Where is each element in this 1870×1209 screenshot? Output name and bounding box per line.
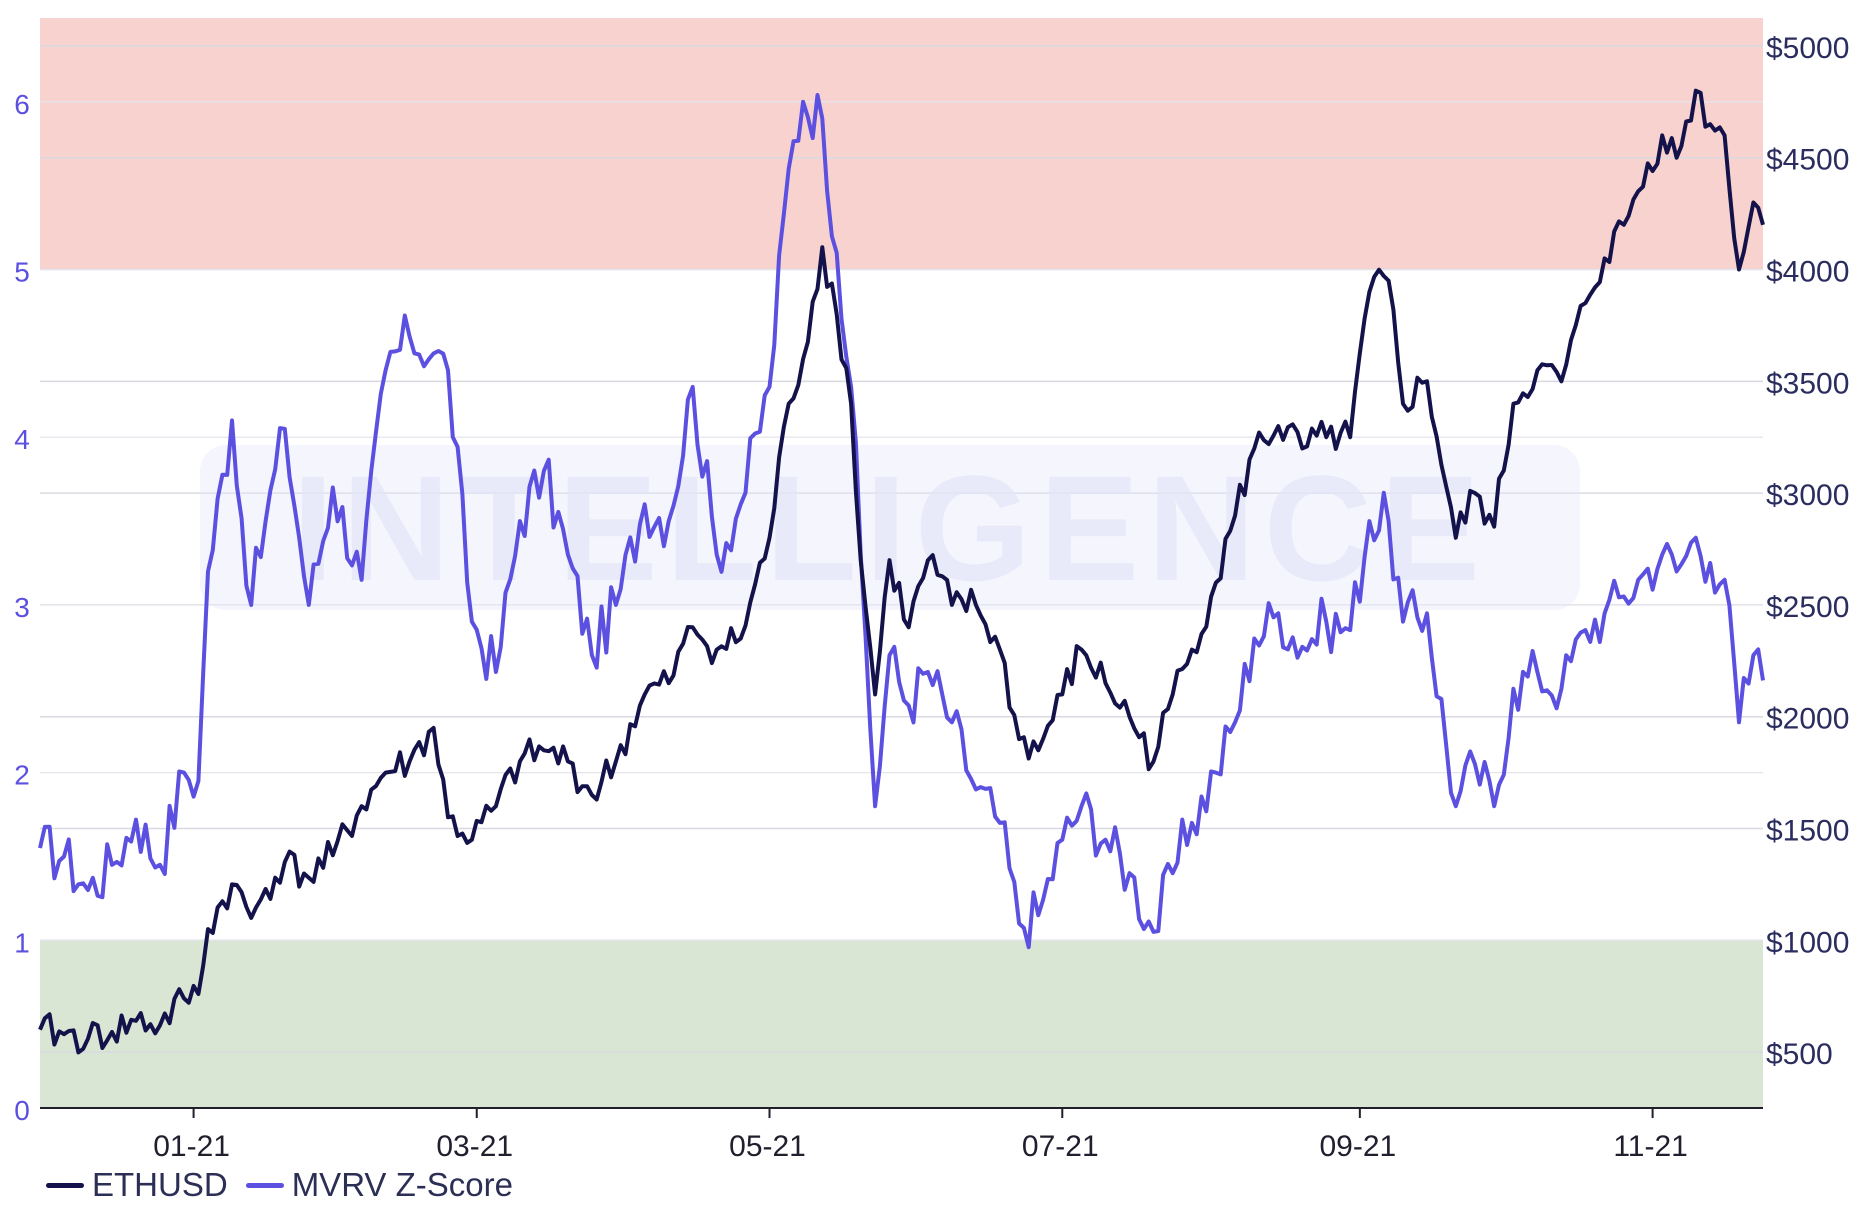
x-tick-label-03-21: 03-21 [436, 1130, 513, 1163]
zone-undervalued [40, 940, 1763, 1108]
x-tick-label-05-21: 05-21 [729, 1130, 806, 1163]
right-tick-label-2500: $2500 [1766, 591, 1849, 624]
legend: ETHUSD MVRV Z-Score [46, 1166, 531, 1204]
right-tick-label-500: $500 [1766, 1038, 1833, 1071]
x-tick-label-07-21: 07-21 [1022, 1130, 1099, 1163]
right-tick-label-3500: $3500 [1766, 367, 1849, 400]
left-tick-label-3: 3 [14, 592, 30, 623]
legend-label-ethusd: ETHUSD [92, 1166, 228, 1203]
legend-label-mvrv: MVRV Z-Score [291, 1166, 513, 1203]
watermark-text: INTELLIGENCE [292, 444, 1488, 612]
right-tick-label-1000: $1000 [1766, 926, 1849, 959]
right-tick-label-5000: $5000 [1766, 32, 1849, 65]
series-line-ethusd [38, 88, 1765, 1055]
legend-item-ethusd[interactable]: ETHUSD [46, 1166, 228, 1204]
legend-item-mvrv[interactable]: MVRV Z-Score [245, 1166, 513, 1204]
left-tick-label-2: 2 [14, 760, 30, 791]
x-tick-label-09-21: 09-21 [1319, 1130, 1396, 1163]
zone-overvalued [40, 18, 1763, 270]
legend-swatch-mvrv [245, 1182, 284, 1188]
left-tick-label-6: 6 [14, 89, 30, 120]
left-tick-label-0: 0 [14, 1095, 30, 1126]
x-tick-label-01-21: 01-21 [153, 1130, 230, 1163]
right-tick-label-2000: $2000 [1766, 703, 1849, 736]
right-tick-label-4000: $4000 [1766, 256, 1849, 289]
right-tick-label-3000: $3000 [1766, 479, 1849, 512]
right-tick-label-1500: $1500 [1766, 815, 1849, 848]
left-tick-label-1: 1 [14, 927, 30, 958]
watermark-panel [200, 445, 1580, 610]
left-tick-label-5: 5 [14, 257, 30, 288]
x-tick-label-11-21: 11-21 [1613, 1130, 1688, 1163]
legend-swatch-ethusd [46, 1182, 84, 1188]
right-tick-label-4500: $4500 [1766, 144, 1849, 177]
left-tick-label-4: 4 [14, 424, 30, 455]
series-line-mvrv [38, 93, 1765, 950]
